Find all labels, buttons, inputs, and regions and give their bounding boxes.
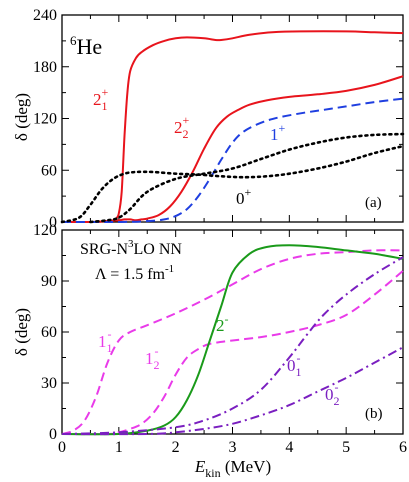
- panel-a-series-1-curve: [61, 75, 404, 224]
- panel-b-series-1-curve: [61, 270, 404, 436]
- panel-b-y-tick-label: 30: [41, 375, 57, 392]
- panel-a-series-3-curve: [60, 144, 405, 224]
- panel-a-series-0-curve: [61, 30, 404, 224]
- panel-a: 0 60 120 180 240 δ (deg) 6He 21+ 22+ 1+ 0+ (…: [12, 7, 405, 231]
- panel-b-series-0-curve: [61, 249, 404, 435]
- x-tick-label: 0: [58, 439, 66, 456]
- panel-a-label: (a): [365, 195, 382, 211]
- panel-a-y-tick-label: 120: [33, 111, 57, 128]
- panel-a-series-2-curve: [61, 97, 404, 224]
- panel-a-y-axis-label: δ (deg): [12, 93, 31, 141]
- x-tick-label: 5: [342, 439, 350, 456]
- panel-b-series-4-curve: [61, 346, 404, 436]
- label-1-2-minus: 12-: [145, 344, 160, 372]
- panel-b-frame: [61, 229, 404, 435]
- label-1-1-minus: 11-: [98, 327, 113, 355]
- panel-b: 0 30 60 90 120 0 1 2 3 4 5 6 δ (deg) SRG-N3LO NN Λ …: [12, 222, 407, 480]
- label-0-plus: 0+: [236, 185, 252, 208]
- label-0-1-minus: 01-: [287, 351, 302, 379]
- x-tick-label: 2: [172, 439, 180, 456]
- panel-b-y-axis-label: δ (deg): [12, 308, 31, 356]
- nucleus-label: 6He: [70, 33, 102, 59]
- x-tick-label: 3: [229, 439, 237, 456]
- panel-b-y-tick-label: 90: [41, 273, 57, 290]
- panel-a-y-tick-label: 0: [49, 214, 57, 231]
- nucleus-symbol: He: [77, 34, 103, 59]
- label-1-plus: 1+: [270, 121, 286, 144]
- lambda-label: Λ = 1.5 fm-1: [95, 263, 174, 283]
- panel-a-y-tick-label: 60: [41, 162, 57, 179]
- panel-b-series-3-curve: [61, 256, 404, 435]
- panel-b-y-tick-label: 120: [33, 222, 57, 239]
- x-axis-label: Ekin (MeV): [194, 457, 271, 480]
- label-2-2-plus: 22+: [174, 113, 190, 141]
- x-tick-label: 1: [115, 439, 123, 456]
- panel-b-y-tick-label: 0: [49, 426, 57, 443]
- panel-b-y-tick-label: 60: [41, 324, 57, 341]
- model-label: SRG-N3LO NN: [80, 238, 182, 258]
- x-tick-label: 4: [285, 439, 293, 456]
- label-2-minus: 2-: [216, 312, 229, 335]
- panel-b-series-2-curve: [61, 244, 404, 436]
- panel-a-frame: [61, 14, 404, 223]
- panel-a-y-tick-label: 180: [33, 59, 57, 76]
- label-2-1-plus: 21+: [93, 85, 109, 113]
- panel-a-series-4-curve: [89, 132, 405, 224]
- nucleus-mass-number: 6: [70, 33, 77, 48]
- label-0-2-minus: 02-: [325, 380, 340, 408]
- x-tick-label: 6: [399, 439, 407, 456]
- panel-b-label: (b): [365, 406, 383, 422]
- panel-a-y-tick-label: 240: [33, 7, 57, 24]
